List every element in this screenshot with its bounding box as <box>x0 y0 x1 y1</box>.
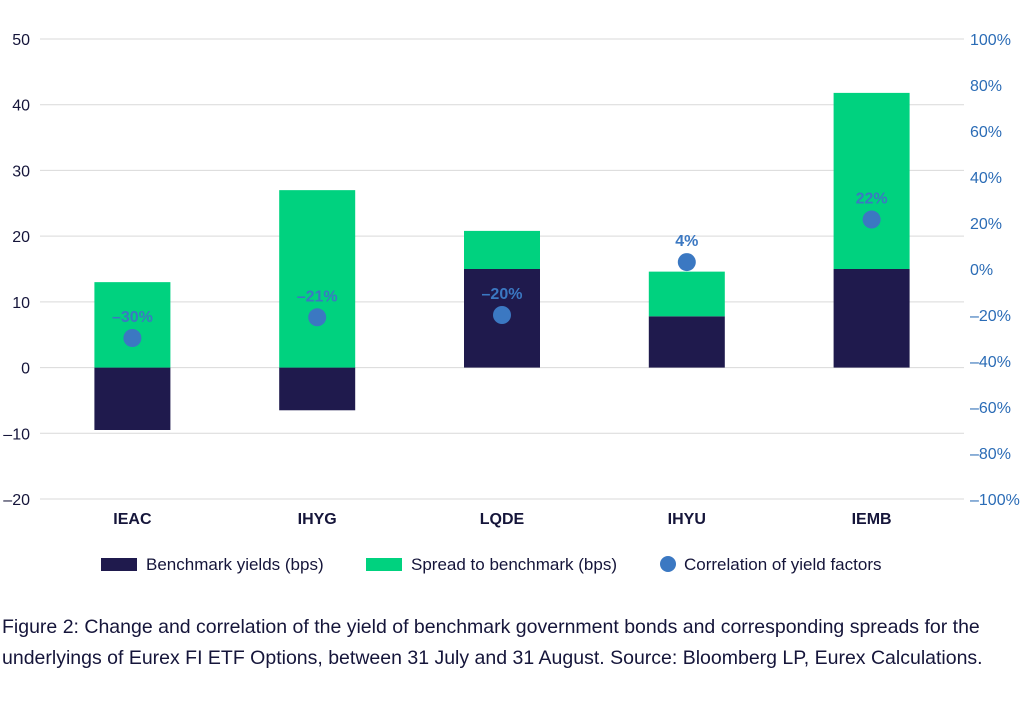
bar-benchmark-yields-bps-ieac <box>94 367 171 430</box>
y-left-tick-label-2: 30 <box>12 163 30 180</box>
bar-spread-to-benchmark-bps-ieac <box>94 282 171 368</box>
x-tick-label-lqde: LQDE <box>480 511 525 528</box>
legend-swatch-spread-to-benchmark <box>366 558 402 571</box>
bar-benchmark-yields-bps-iemb <box>833 269 910 368</box>
y-right-tick-label-5: 0% <box>970 262 993 279</box>
y-left-tick-label-0: 50 <box>12 32 30 49</box>
bar-benchmark-yields-bps-ihyu <box>648 316 725 368</box>
correlation-point-ieac <box>123 329 142 347</box>
chart: 50 40 30 20 10 0 –10 –20 100% 80% 60% 40% 20% 0% –20% –… <box>3 32 1020 574</box>
y-left-tick-label-3: 20 <box>12 229 30 246</box>
correlation-label-iemb: 22% <box>856 191 888 208</box>
correlation-label-ihyg: –21% <box>297 288 338 305</box>
bar-spread-to-benchmark-bps-lqde <box>464 230 540 269</box>
y-left-tick-label-5: 0 <box>21 361 30 378</box>
correlation-point-ihyu <box>677 253 696 272</box>
x-tick-label-ieac: IEAC <box>113 511 152 528</box>
y-right-tick-label-7: –40% <box>970 354 1011 371</box>
bar-benchmark-yields-bps-ihyg <box>279 367 356 411</box>
y-left-tick-label-1: 40 <box>12 98 30 115</box>
bar-spread-to-benchmark-bps-ihyg <box>279 190 356 368</box>
correlation-point-lqde <box>493 306 511 324</box>
legend-label-correlation-of-yield-factors: Correlation of yield factors <box>684 555 881 574</box>
y-right-tick-label-3: 40% <box>970 170 1002 187</box>
correlation-label-ieac: –30% <box>112 309 153 326</box>
y-right-tick-label-6: –20% <box>970 308 1011 325</box>
correlation-point-ihyg <box>308 308 327 327</box>
legend-label-benchmark-yields: Benchmark yields (bps) <box>146 555 324 574</box>
legend-label-spread-to-benchmark: Spread to benchmark (bps) <box>411 555 617 574</box>
bar-spread-to-benchmark-bps-ihyu <box>648 271 725 317</box>
figure-caption: Figure 2: Change and correlation of the … <box>2 616 983 669</box>
chart-svg: 50 40 30 20 10 0 –10 –20 100% 80% 60% 40% 20% 0% –20% –… <box>3 32 1020 574</box>
x-tick-label-ihyu: IHYU <box>668 511 706 528</box>
x-tick-label-iemb: IEMB <box>852 511 892 528</box>
x-tick-label-ihyg: IHYG <box>298 511 337 528</box>
y-left-tick-label-7: –20 <box>3 492 30 509</box>
correlation-label-ihyu: 4% <box>675 233 698 250</box>
y-right-tick-label-10: –100% <box>970 492 1020 509</box>
legend-swatch-benchmark-yields <box>101 558 137 571</box>
y-left-tick-label-4: 10 <box>12 295 30 312</box>
correlation-label-lqde: –20% <box>482 286 523 303</box>
y-right-tick-label-4: 20% <box>970 216 1002 233</box>
y-left-tick-label-6: –10 <box>3 426 30 443</box>
bar-spread-to-benchmark-bps-iemb <box>833 92 910 269</box>
correlation-point-iemb <box>862 210 881 229</box>
y-right-tick-label-1: 80% <box>970 78 1002 95</box>
y-right-tick-label-0: 100% <box>970 32 1011 49</box>
legend-swatch-correlation-of-yield-factors <box>660 556 676 572</box>
y-right-tick-label-2: 60% <box>970 124 1002 141</box>
y-right-tick-label-9: –80% <box>970 446 1011 463</box>
y-right-tick-label-8: –60% <box>970 400 1011 417</box>
